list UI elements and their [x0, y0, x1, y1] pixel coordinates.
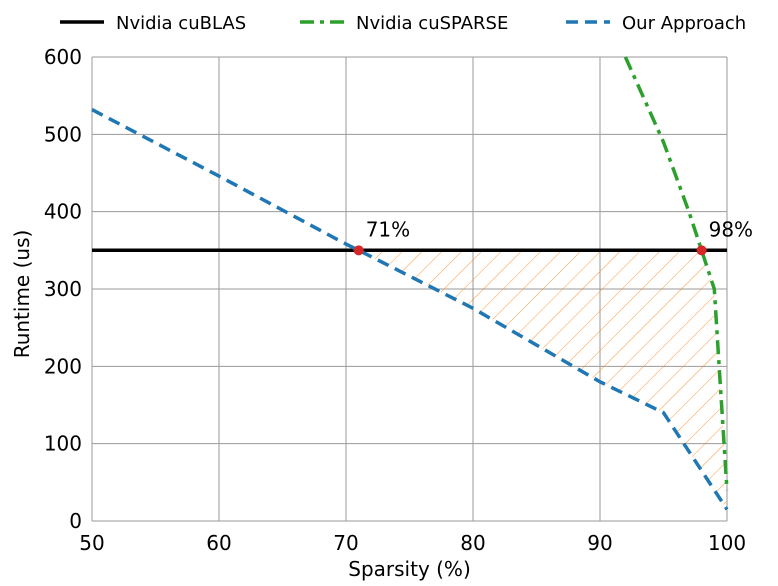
legend-label: Nvidia cuBLAS [116, 13, 246, 34]
y-tick-label: 300 [44, 277, 82, 301]
y-tick-label: 100 [44, 432, 82, 456]
y-tick-label: 600 [44, 45, 82, 69]
crossover-point [696, 245, 707, 256]
x-tick-label: 100 [708, 531, 746, 555]
crossover-point [353, 245, 364, 256]
x-tick-label: 90 [587, 531, 612, 555]
y-tick-label: 500 [44, 122, 82, 146]
y-tick-label: 400 [44, 200, 82, 224]
series-lines [91, 56, 729, 511]
annotations: 71% 98% [366, 217, 753, 241]
x-axis-label: Sparsity (%) [348, 557, 471, 581]
hatched-area [358, 250, 727, 510]
crossover-markers [353, 245, 707, 256]
crossover-label: 98% [709, 217, 753, 241]
legend: Nvidia cuBLAS Nvidia cuSPARSE Our Approach [60, 13, 746, 34]
x-tick-label: 80 [460, 531, 485, 555]
legend-label: Nvidia cuSPARSE [356, 13, 508, 34]
x-tick-label: 70 [333, 531, 358, 555]
x-tick-label: 50 [79, 531, 104, 555]
x-tick-label: 60 [206, 531, 231, 555]
series-line-our-approach [91, 108, 729, 511]
y-tick-label: 0 [69, 509, 82, 533]
crossover-label: 71% [366, 217, 410, 241]
y-tick-label: 200 [44, 354, 82, 378]
y-axis-label: Runtime (us) [10, 230, 34, 359]
series-line-nvidia-cusparse [623, 56, 729, 491]
advantage-region [358, 250, 727, 510]
legend-label: Our Approach [622, 13, 746, 34]
axis-ticks: 50 60 70 80 90 100 0 100 200 300 400 500 600 [44, 45, 746, 555]
